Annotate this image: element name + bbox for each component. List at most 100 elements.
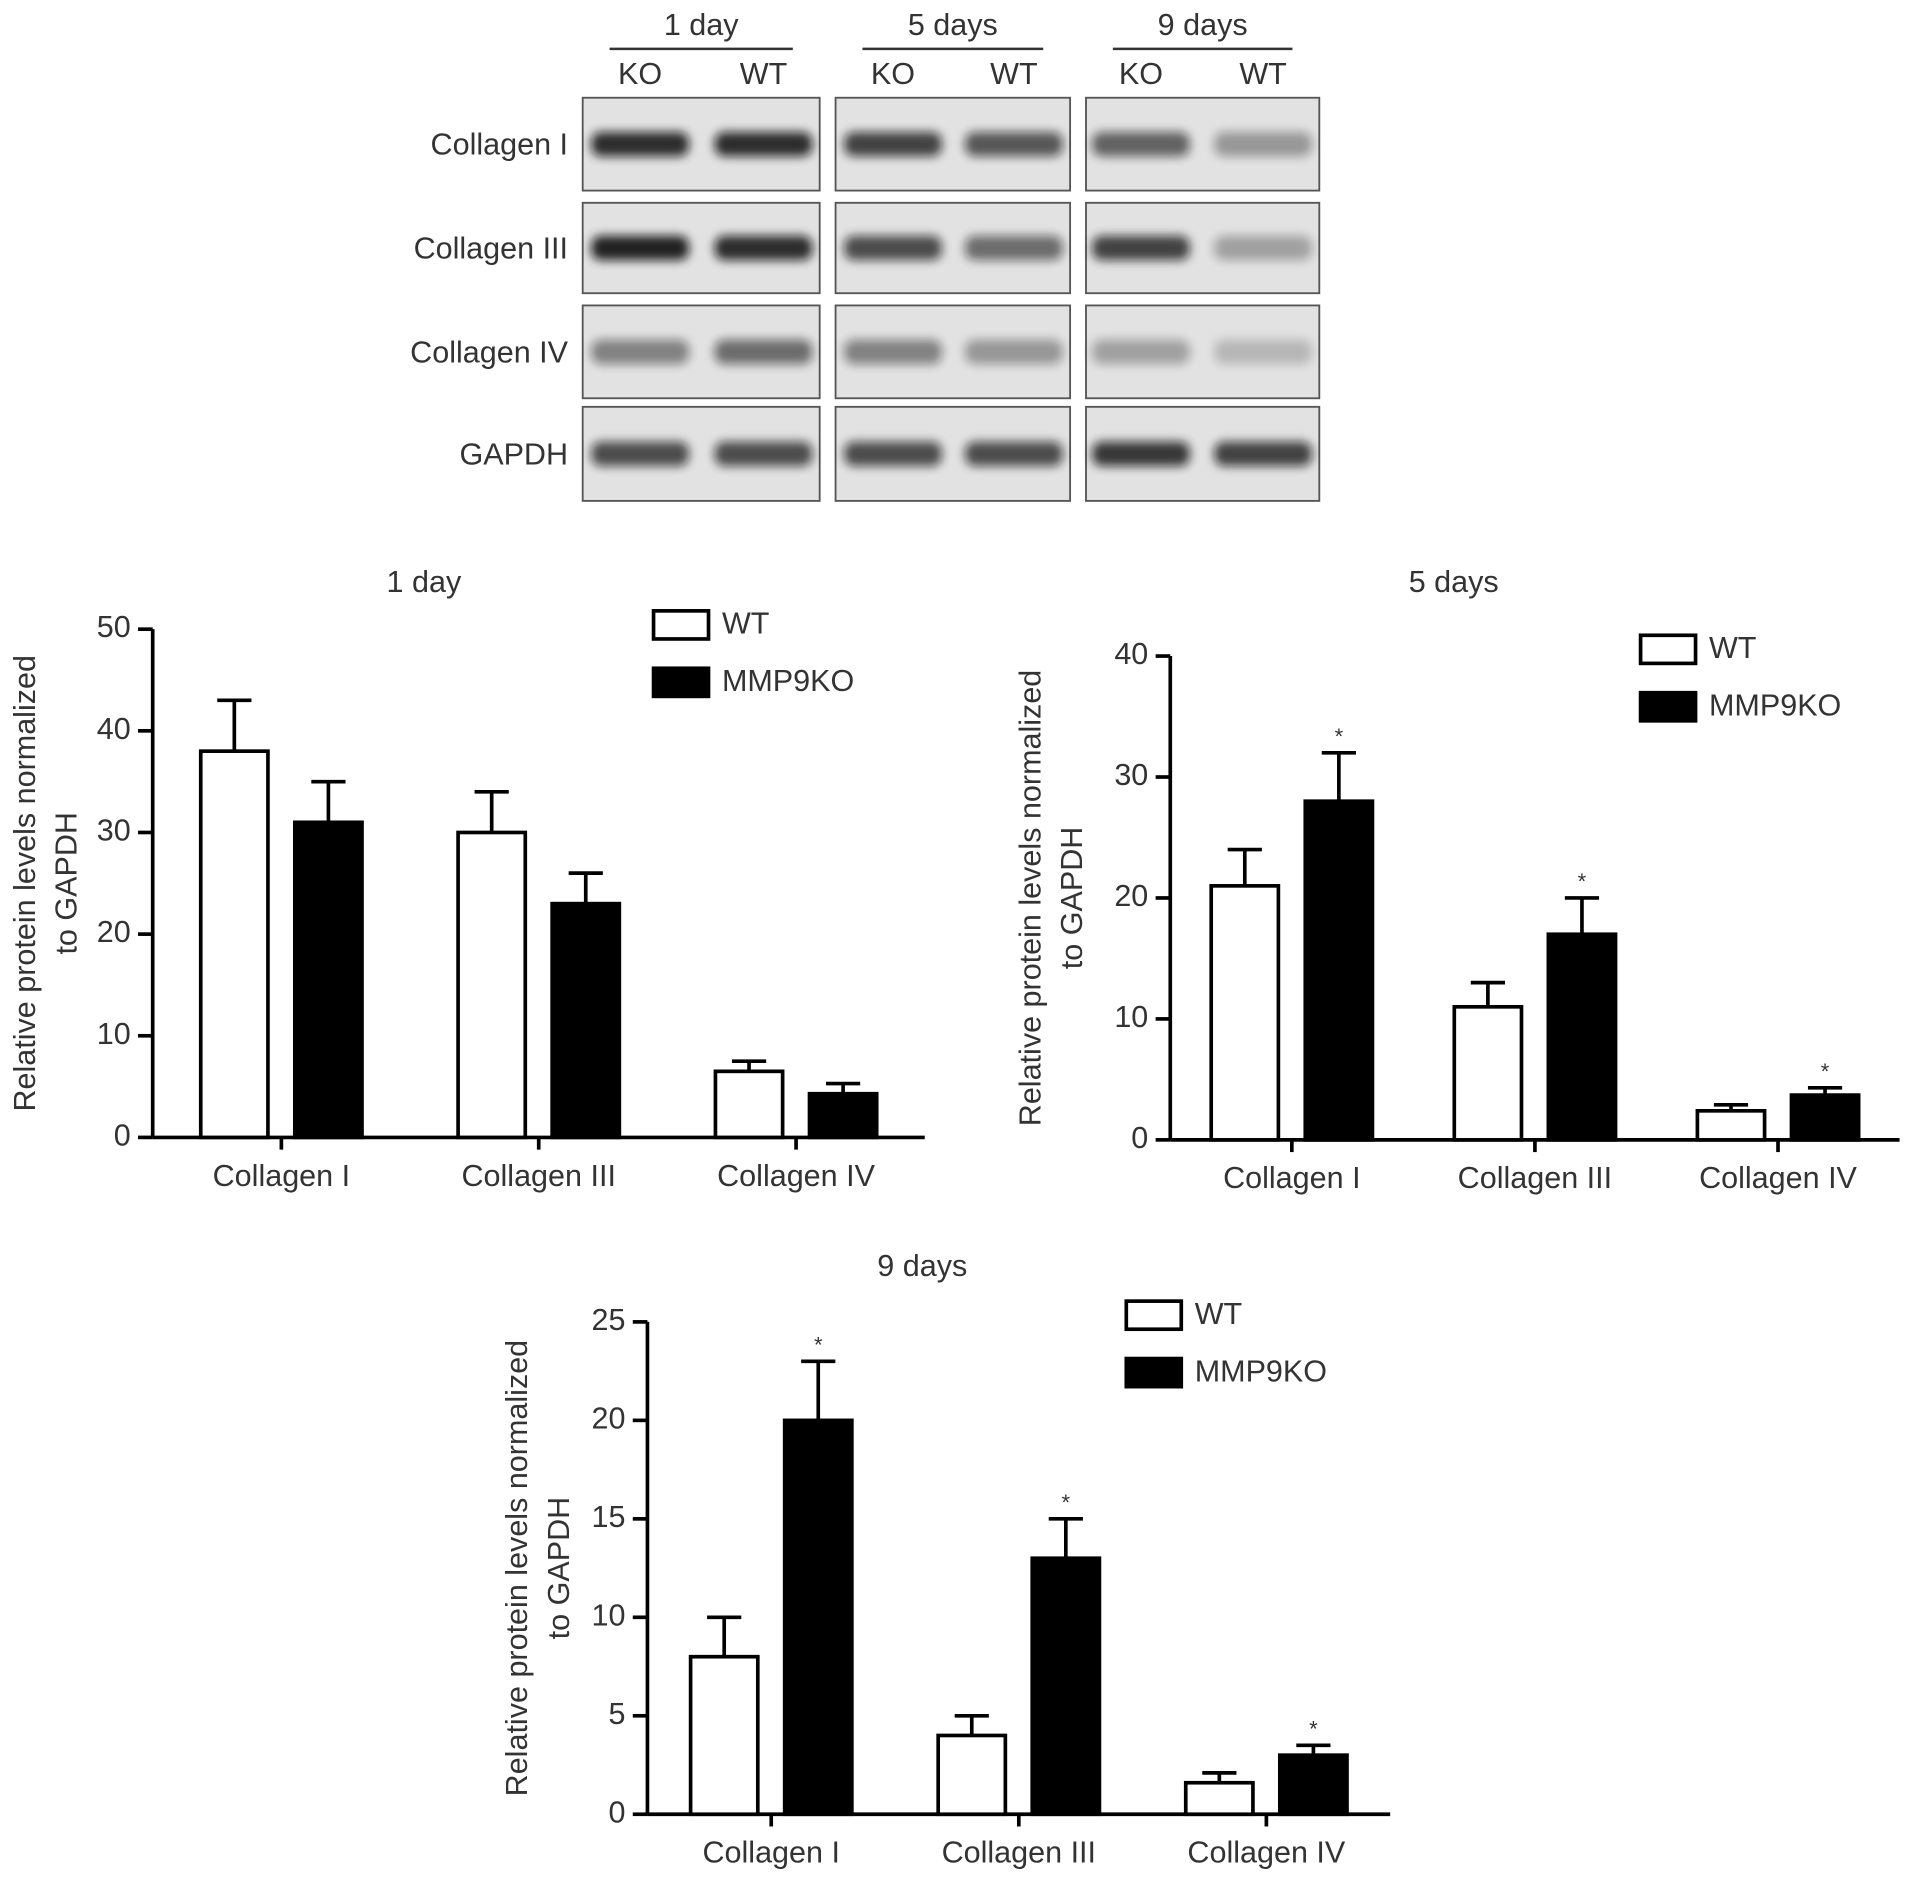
x-tick-label: Collagen III: [942, 1836, 1096, 1870]
lane-label: WT: [990, 57, 1037, 91]
y-axis-label: Relative protein levels normalized: [8, 655, 42, 1112]
bar: [1452, 1004, 1524, 1142]
lane-label: KO: [1119, 57, 1163, 91]
band: [714, 441, 813, 467]
significance-mark: *: [814, 1332, 823, 1357]
x-tick-label: Collagen III: [461, 1159, 615, 1193]
bar: [1277, 1753, 1349, 1817]
y-tick-label: 0: [1131, 1121, 1148, 1155]
bar: [782, 1418, 854, 1817]
x-tick-label: Collagen I: [1223, 1161, 1360, 1195]
band: [844, 235, 942, 261]
band: [965, 441, 1063, 467]
y-tick-label: 10: [591, 1598, 625, 1632]
bar: [936, 1733, 1008, 1817]
band: [591, 441, 689, 467]
legend-swatch: [1124, 1356, 1184, 1389]
band: [591, 339, 689, 365]
band: [844, 131, 942, 157]
y-tick-label: 25: [591, 1303, 625, 1337]
band: [1214, 235, 1312, 261]
group-label: 9 days: [1158, 8, 1248, 42]
bar: [198, 749, 270, 1140]
legend-swatch: [651, 666, 711, 699]
bar: [807, 1091, 879, 1140]
band: [714, 339, 813, 365]
band: [1214, 339, 1312, 365]
group-label: 5 days: [908, 8, 998, 42]
lane-label: WT: [740, 57, 787, 91]
x-tick-label: Collagen I: [213, 1159, 350, 1193]
legend-label: WT: [1709, 631, 1756, 665]
y-tick-label: 20: [97, 915, 131, 949]
bar: [456, 830, 528, 1140]
x-tick-label: Collagen I: [702, 1836, 839, 1870]
significance-mark: *: [1821, 1059, 1830, 1084]
legend-swatch: [1638, 633, 1698, 666]
x-tick-label: Collagen IV: [1187, 1836, 1345, 1870]
y-axis-label: to GAPDH: [542, 1497, 576, 1640]
chart-title: 5 days: [1409, 565, 1499, 599]
legend-label: MMP9KO: [1709, 688, 1841, 722]
bar: [1030, 1556, 1102, 1817]
x-tick-label: Collagen IV: [1699, 1161, 1857, 1195]
band: [591, 235, 689, 261]
y-tick-label: 15: [591, 1500, 625, 1534]
band: [714, 235, 813, 261]
y-tick-label: 10: [1114, 1000, 1148, 1034]
row-label: Collagen III: [414, 232, 568, 266]
band: [965, 235, 1063, 261]
band: [965, 131, 1063, 157]
legend-swatch: [1124, 1299, 1184, 1332]
y-tick-label: 30: [1114, 758, 1148, 792]
bar: [1546, 932, 1618, 1142]
x-tick-label: Collagen III: [1458, 1161, 1612, 1195]
chart-title: 9 days: [877, 1249, 967, 1283]
x-tick-label: Collagen IV: [717, 1159, 875, 1193]
significance-mark: *: [1309, 1716, 1318, 1741]
band: [844, 441, 942, 467]
legend-swatch: [1638, 690, 1698, 723]
band: [844, 339, 942, 365]
legend-label: MMP9KO: [1195, 1354, 1327, 1388]
bar: [1695, 1109, 1767, 1142]
bar: [1183, 1780, 1255, 1817]
y-axis-label: Relative protein levels normalized: [500, 1340, 534, 1797]
group-label: 1 day: [664, 8, 739, 42]
bar: [713, 1069, 785, 1140]
lane-label: WT: [1239, 57, 1286, 91]
band: [1214, 131, 1312, 157]
significance-mark: *: [1335, 724, 1344, 749]
y-tick-label: 40: [97, 712, 131, 746]
chart-title: 1 day: [387, 565, 462, 599]
band: [1092, 131, 1190, 157]
band: [714, 131, 813, 157]
row-label: Collagen IV: [410, 335, 568, 369]
legend-swatch: [651, 609, 711, 641]
y-tick-label: 10: [97, 1017, 131, 1051]
y-tick-label: 20: [1114, 879, 1148, 913]
y-tick-label: 0: [114, 1118, 131, 1152]
significance-mark: *: [1578, 869, 1587, 894]
band: [1092, 441, 1190, 467]
y-axis-label: to GAPDH: [1055, 827, 1089, 970]
lane-label: KO: [871, 57, 915, 91]
bar: [550, 901, 622, 1140]
band: [1214, 441, 1312, 467]
y-tick-label: 40: [1114, 637, 1148, 671]
row-label: GAPDH: [459, 437, 568, 471]
legend-label: MMP9KO: [722, 664, 854, 698]
row-label: Collagen I: [431, 128, 568, 162]
y-tick-label: 50: [97, 610, 131, 644]
significance-mark: *: [1062, 1490, 1071, 1515]
legend-label: WT: [1195, 1297, 1242, 1331]
y-tick-label: 0: [608, 1795, 625, 1829]
band: [965, 339, 1063, 365]
y-tick-label: 30: [97, 814, 131, 848]
bar: [1789, 1093, 1861, 1142]
band: [1092, 339, 1190, 365]
y-tick-label: 20: [591, 1401, 625, 1435]
legend-label: WT: [722, 607, 769, 641]
y-axis-label: Relative protein levels normalized: [1013, 670, 1047, 1127]
